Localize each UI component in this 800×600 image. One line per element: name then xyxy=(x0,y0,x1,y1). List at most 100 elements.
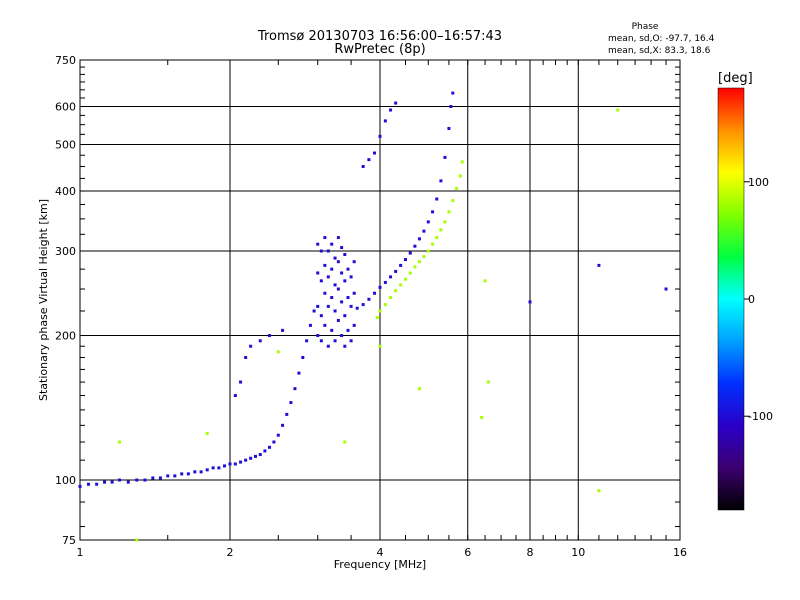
data-point-o xyxy=(343,344,347,348)
data-point-o xyxy=(323,236,327,240)
data-point-o xyxy=(143,478,147,482)
data-point-x xyxy=(431,242,435,246)
y-tick-label: 100 xyxy=(55,474,76,487)
data-point-o xyxy=(417,237,421,241)
data-point-o xyxy=(316,242,320,246)
data-point-o xyxy=(336,236,340,240)
data-point-x xyxy=(378,344,382,348)
data-point-o xyxy=(319,314,323,318)
data-point-o xyxy=(199,470,203,474)
data-point-o xyxy=(78,484,82,488)
data-point-o xyxy=(528,300,532,304)
data-point-o xyxy=(180,472,184,476)
data-point-o xyxy=(233,462,237,466)
data-point-o xyxy=(301,355,305,359)
data-point-o xyxy=(367,297,371,301)
data-point-o xyxy=(316,271,320,275)
colorbar-tick-label: 0 xyxy=(748,293,755,306)
x-tick-label: 8 xyxy=(527,546,534,559)
data-point-o xyxy=(330,328,334,332)
data-point-o xyxy=(249,456,253,460)
data-point-o xyxy=(135,478,139,482)
data-point-o xyxy=(333,309,337,313)
data-point-x xyxy=(597,489,601,493)
data-point-o xyxy=(394,101,398,105)
data-point-o xyxy=(173,474,177,478)
data-point-o xyxy=(151,476,155,480)
data-point-o xyxy=(597,263,601,267)
data-point-o xyxy=(346,296,350,300)
data-point-x xyxy=(343,440,347,444)
x-axis-label: Frequency [MHz] xyxy=(334,558,426,571)
data-point-o xyxy=(378,134,382,138)
chart-subtitle: RwPretec (8p) xyxy=(334,42,425,57)
data-point-x xyxy=(460,160,464,164)
data-point-o xyxy=(305,339,309,343)
data-point-o xyxy=(110,480,114,484)
data-point-o xyxy=(239,380,243,384)
data-point-o xyxy=(451,91,455,95)
y-tick-label: 500 xyxy=(55,139,76,152)
phase-box-x-stats: mean, sd,X: 83.3, 18.6 xyxy=(608,46,711,56)
data-point-x xyxy=(417,387,421,391)
data-point-o xyxy=(330,242,334,246)
data-point-x xyxy=(399,283,403,287)
data-point-x xyxy=(443,220,447,224)
data-point-o xyxy=(289,401,293,405)
data-point-o xyxy=(86,482,90,486)
data-point-x xyxy=(426,249,430,253)
axis-ticks: 1 2 4 6 8 10 16 75 100 200 300 400 500 600 750 xyxy=(55,54,687,559)
phase-box-o-stats: mean, sd,O: -97.7, 16.4 xyxy=(608,34,715,44)
colorbar-tick-label: 100 xyxy=(748,176,769,189)
data-point-x xyxy=(403,277,407,281)
data-point-o xyxy=(103,480,107,484)
x-tick-label: 2 xyxy=(227,546,234,559)
y-tick-label: 750 xyxy=(55,54,76,67)
data-point-o xyxy=(319,279,323,283)
data-point-o xyxy=(361,164,365,168)
data-point-o xyxy=(316,304,320,308)
data-point-o xyxy=(664,287,668,291)
data-point-o xyxy=(352,291,356,295)
x-tick-label: 16 xyxy=(673,546,687,559)
data-point-o xyxy=(186,472,190,476)
data-point-o xyxy=(326,344,330,348)
data-point-o xyxy=(239,460,243,464)
data-point-o xyxy=(399,263,403,267)
data-point-x xyxy=(483,279,487,283)
data-point-o xyxy=(166,474,170,478)
data-point-o xyxy=(394,269,398,273)
data-point-o xyxy=(193,470,197,474)
data-point-x xyxy=(486,380,490,384)
data-point-x xyxy=(439,228,443,232)
data-point-o xyxy=(312,309,316,313)
data-point-o xyxy=(326,275,330,279)
data-point-x xyxy=(408,271,412,275)
data-point-o xyxy=(117,478,121,482)
data-point-x xyxy=(447,210,451,214)
data-point-o xyxy=(447,126,451,130)
data-point-o xyxy=(426,220,430,224)
data-point-o xyxy=(349,275,353,279)
y-tick-label: 400 xyxy=(55,185,76,198)
grid-lines xyxy=(80,60,680,540)
data-point-o xyxy=(95,482,99,486)
data-point-o xyxy=(435,197,439,201)
data-point-o xyxy=(346,267,350,271)
data-point-x xyxy=(389,296,393,300)
data-point-o xyxy=(340,300,344,304)
data-point-o xyxy=(316,334,320,338)
data-point-o xyxy=(319,339,323,343)
data-point-o xyxy=(272,440,276,444)
data-point-x xyxy=(117,440,121,444)
data-point-x xyxy=(383,303,387,307)
data-point-x xyxy=(451,199,455,203)
colorbar-ticks: -100 0 100 xyxy=(744,176,773,423)
y-tick-label: 300 xyxy=(55,245,76,258)
data-point-x xyxy=(375,316,379,320)
data-point-o xyxy=(223,464,227,468)
data-point-o xyxy=(352,260,356,264)
data-point-o xyxy=(439,179,443,183)
data-point-o xyxy=(336,260,340,264)
